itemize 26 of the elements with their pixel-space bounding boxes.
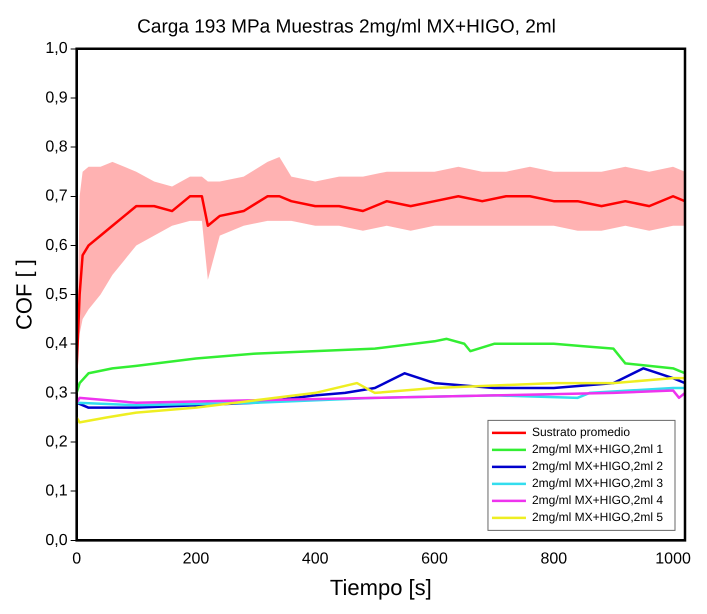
x-tick-label: 600 bbox=[421, 550, 448, 568]
legend-label: 2mg/ml MX+HIGO,2ml 2 bbox=[532, 459, 664, 474]
legend-label: 2mg/ml MX+HIGO,2ml 3 bbox=[532, 476, 664, 490]
y-tick-label: 0,6 bbox=[45, 236, 68, 254]
x-tick-label: 0 bbox=[72, 550, 82, 568]
y-tick-label: 0,7 bbox=[45, 188, 68, 205]
y-tick-label: 0,9 bbox=[45, 89, 68, 106]
y-tick-label: 0,5 bbox=[45, 286, 68, 304]
y-tick-label: 0,3 bbox=[45, 384, 68, 402]
legend-label: 2mg/ml MX+HIGO,2ml 4 bbox=[532, 493, 664, 508]
y-tick-label: 0,4 bbox=[45, 335, 68, 352]
x-tick-label: 200 bbox=[182, 550, 210, 568]
legend-label: 2mg/ml MX+HIGO,2ml 5 bbox=[532, 510, 664, 524]
x-tick-label: 1000 bbox=[655, 550, 691, 568]
chart-title: Carga 193 MPa Muestras 2mg/ml MX+HIGO, 2ml bbox=[137, 16, 556, 38]
x-tick-label: 800 bbox=[540, 550, 568, 568]
y-tick-label: 0,0 bbox=[45, 532, 68, 549]
y-tick-label: 0,2 bbox=[45, 433, 68, 450]
legend-label: 2mg/ml MX+HIGO,2ml 1 bbox=[532, 442, 664, 456]
y-tick-label: 1,0 bbox=[45, 40, 68, 58]
legend-label: Sustrato promedio bbox=[532, 425, 630, 440]
y-tick-label: 0,8 bbox=[45, 138, 68, 156]
x-tick-label: 400 bbox=[302, 550, 329, 568]
y-tick-label: 0,1 bbox=[45, 482, 68, 500]
x-axis-title: Tiempo [s] bbox=[330, 574, 432, 600]
y-axis-title: COF [ ] bbox=[11, 259, 36, 330]
